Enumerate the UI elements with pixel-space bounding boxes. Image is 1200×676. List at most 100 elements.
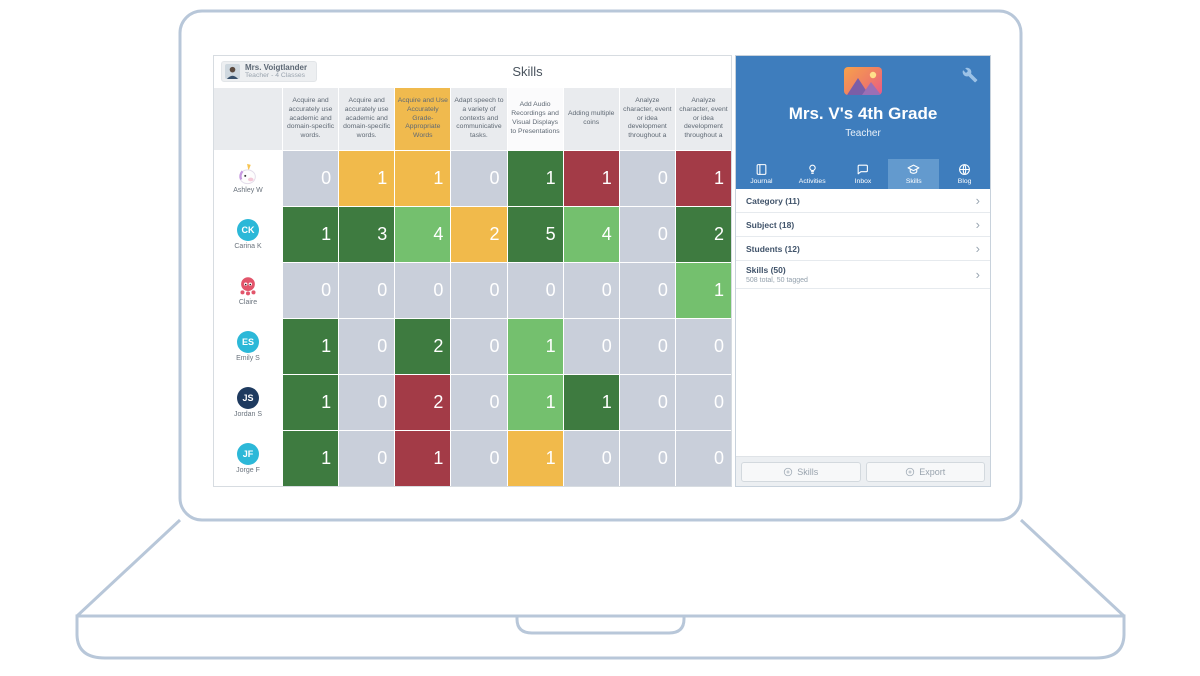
class-name: Mrs. V's 4th Grade: [788, 104, 938, 123]
skill-score-cell[interactable]: 0: [507, 263, 563, 318]
skill-score-cell[interactable]: 0: [451, 319, 507, 374]
skill-score-cell[interactable]: 0: [619, 207, 675, 262]
skill-score-cell[interactable]: 1: [283, 319, 339, 374]
column-header[interactable]: Analyze character, event or idea develop…: [675, 88, 731, 150]
export-button[interactable]: Export: [865, 461, 985, 482]
skills-icon: [907, 163, 920, 176]
list-item[interactable]: Category (11) ›: [736, 189, 990, 213]
student-name: Ashley W: [233, 187, 263, 194]
skill-score-cell[interactable]: 4: [563, 207, 619, 262]
skill-score-cell[interactable]: 5: [507, 207, 563, 262]
tab-blog[interactable]: Blog: [939, 159, 990, 189]
chevron-right-icon: ›: [975, 241, 980, 256]
student-name: Claire: [238, 299, 258, 306]
tab-skills[interactable]: Skills: [888, 159, 940, 189]
student-avatar: CK: [237, 219, 259, 241]
skill-score-cell[interactable]: 0: [619, 263, 675, 318]
skill-score-cell[interactable]: 1: [675, 151, 731, 206]
skill-score-cell[interactable]: 1: [675, 263, 731, 318]
skill-score-cell[interactable]: 1: [507, 375, 563, 430]
skill-score-cell[interactable]: 0: [619, 151, 675, 206]
skill-score-cell[interactable]: 0: [619, 375, 675, 430]
skill-score-cell[interactable]: 0: [451, 431, 507, 486]
skill-score-cell[interactable]: 0: [339, 375, 395, 430]
student-cell[interactable]: ES Emily S: [214, 319, 282, 374]
skill-score-cell[interactable]: 1: [283, 375, 339, 430]
skill-score-cell[interactable]: 0: [451, 151, 507, 206]
column-header[interactable]: Acquire and accurately use academic and …: [283, 88, 339, 150]
skill-score-cell[interactable]: 0: [283, 263, 339, 318]
skill-score-cell[interactable]: 0: [619, 431, 675, 486]
chevron-right-icon: ›: [975, 193, 980, 208]
skill-score-cell[interactable]: 0: [619, 319, 675, 374]
column-header[interactable]: Adding multiple coins: [563, 88, 619, 150]
skill-score-cell[interactable]: 1: [283, 431, 339, 486]
list-item-text: Category (11): [746, 192, 800, 210]
student-cell[interactable]: CK Carina K: [214, 207, 282, 262]
tab-inbox[interactable]: Inbox: [838, 159, 889, 189]
skill-score-cell[interactable]: 0: [339, 319, 395, 374]
activities-icon: [806, 163, 819, 176]
skill-score-cell[interactable]: 0: [451, 375, 507, 430]
list-item-text: Skills (50) 508 total, 50 tagged: [746, 261, 808, 288]
list-item[interactable]: Students (12) ›: [736, 237, 990, 261]
column-header[interactable]: Analyze character, event or idea develop…: [619, 88, 675, 150]
skill-score-cell[interactable]: 1: [395, 431, 451, 486]
settings-wrench-icon[interactable]: [962, 67, 978, 83]
skill-score-cell[interactable]: 1: [507, 151, 563, 206]
column-header[interactable]: Acquire and Use Accurately Grade-Appropr…: [395, 88, 451, 150]
student-cell[interactable]: Claire: [214, 263, 282, 318]
skill-score-cell[interactable]: 0: [675, 319, 731, 374]
skill-score-cell[interactable]: 2: [395, 375, 451, 430]
sidebar-header: Mrs. V's 4th Grade Teacher: [736, 56, 990, 159]
tab-journal[interactable]: Journal: [736, 159, 787, 189]
column-header[interactable]: Acquire and accurately use academic and …: [339, 88, 395, 150]
skill-score-cell[interactable]: 2: [451, 207, 507, 262]
teacher-subtitle: Teacher - 4 Classes: [245, 72, 306, 80]
journal-icon: [755, 163, 768, 176]
list-item[interactable]: Skills (50) 508 total, 50 tagged ›: [736, 261, 990, 289]
column-header[interactable]: Adapt speech to a variety of contexts an…: [451, 88, 507, 150]
skill-score-cell[interactable]: 2: [395, 319, 451, 374]
skill-score-cell[interactable]: 1: [507, 319, 563, 374]
skill-score-cell[interactable]: 1: [395, 151, 451, 206]
skill-score-cell[interactable]: 1: [507, 431, 563, 486]
skill-score-cell[interactable]: 0: [451, 263, 507, 318]
skill-score-cell[interactable]: 0: [283, 151, 339, 206]
skill-score-cell[interactable]: 4: [395, 207, 451, 262]
skill-score-cell[interactable]: 1: [339, 151, 395, 206]
skill-score-cell[interactable]: 2: [675, 207, 731, 262]
skills-grid: Acquire and accurately use academic and …: [214, 88, 731, 486]
skill-score-cell[interactable]: 3: [339, 207, 395, 262]
skill-score-cell[interactable]: 0: [339, 431, 395, 486]
skill-score-cell[interactable]: 0: [563, 431, 619, 486]
student-cell[interactable]: JF Jorge F: [214, 431, 282, 486]
list-item[interactable]: Subject (18) ›: [736, 213, 990, 237]
add-skills-label: Skills: [797, 466, 819, 477]
skill-score-cell[interactable]: 0: [675, 431, 731, 486]
unicorn-avatar-icon: [237, 163, 259, 185]
skill-score-cell[interactable]: 1: [563, 375, 619, 430]
skill-score-cell[interactable]: 0: [395, 263, 451, 318]
student-name: Carina K: [234, 243, 262, 250]
student-cell[interactable]: JS Jordan S: [214, 375, 282, 430]
skill-score-cell[interactable]: 1: [283, 207, 339, 262]
add-skills-button[interactable]: Skills: [741, 461, 861, 482]
student-cell[interactable]: Ashley W: [214, 151, 282, 206]
column-header[interactable]: Add Audio Recordings and Visual Displays…: [507, 88, 563, 150]
skill-score-cell[interactable]: 1: [563, 151, 619, 206]
skill-score-cell[interactable]: 0: [563, 263, 619, 318]
tab-label: Inbox: [854, 178, 872, 185]
tab-activities[interactable]: Activities: [787, 159, 838, 189]
skill-score-cell[interactable]: 0: [339, 263, 395, 318]
grid-header-row: Acquire and accurately use academic and …: [214, 88, 731, 150]
grid-corner-cell: [214, 88, 282, 150]
teacher-badge[interactable]: Mrs. Voigtlander Teacher - 4 Classes: [221, 61, 318, 82]
skill-score-cell[interactable]: 0: [563, 319, 619, 374]
skill-score-cell[interactable]: 0: [675, 375, 731, 430]
class-photo[interactable]: [844, 67, 882, 95]
tab-label: Journal: [750, 178, 773, 185]
